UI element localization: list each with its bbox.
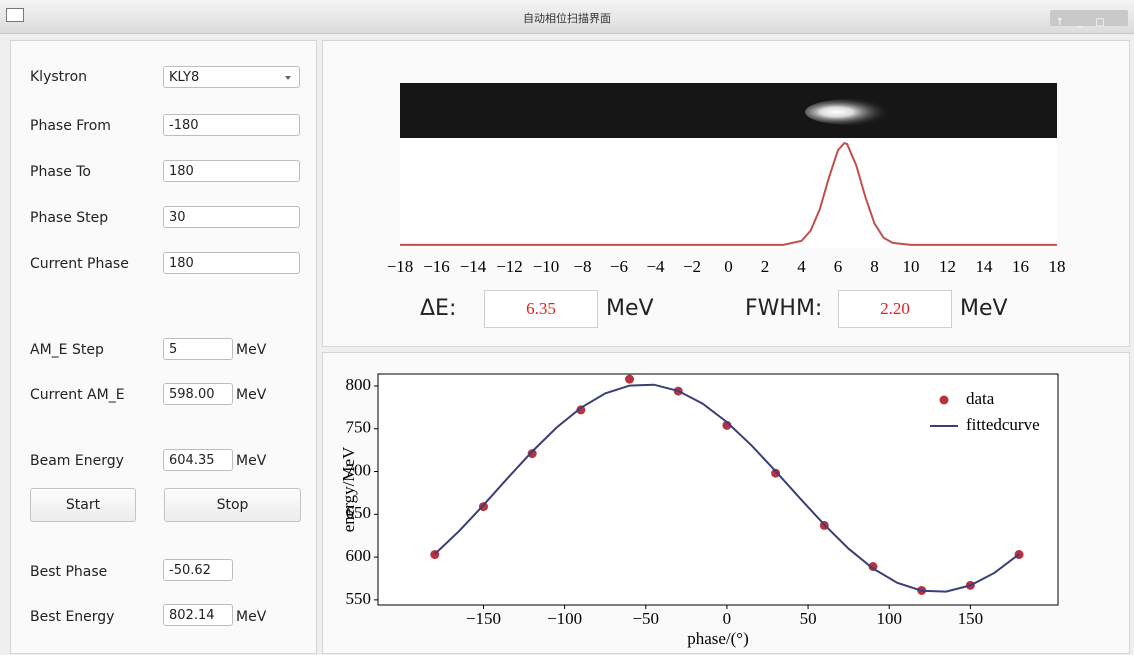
x-tick-label: −4 (646, 257, 665, 276)
x-tick-label: 50 (800, 609, 817, 628)
x-tick-label: 0 (723, 609, 732, 628)
data-point (625, 375, 634, 384)
x-tick-label: −50 (632, 609, 659, 628)
y-axis-label: energy/MeV (339, 446, 358, 532)
x-tick-label: 18 (1049, 257, 1066, 276)
x-tick-label: −100 (547, 609, 582, 628)
beam-spot (805, 99, 895, 125)
x-tick-label: 150 (958, 609, 984, 628)
x-tick-label: 100 (876, 609, 902, 628)
scan-plot-frame (378, 374, 1058, 605)
x-tick-label: −8 (573, 257, 591, 276)
x-tick-label: 14 (976, 257, 994, 276)
x-tick-label: 6 (834, 257, 843, 276)
x-tick-label: 0 (724, 257, 733, 276)
x-tick-label: −16 (423, 257, 450, 276)
legend-marker (940, 396, 949, 405)
x-tick-label: −12 (496, 257, 523, 276)
x-tick-label: 2 (761, 257, 770, 276)
x-tick-label: −2 (683, 257, 701, 276)
app-window: 自动相位扫描界面 ↑_□× Klystron KLY8 Phase From -… (0, 0, 1134, 655)
y-tick-label: 550 (346, 589, 372, 608)
x-tick-label: 12 (939, 257, 956, 276)
legend-label: fittedcurve (966, 415, 1040, 434)
x-tick-label: −14 (460, 257, 487, 276)
y-tick-label: 800 (346, 375, 372, 394)
x-tick-label: −150 (466, 609, 501, 628)
x-tick-label: 10 (903, 257, 920, 276)
x-tick-label: −6 (610, 257, 628, 276)
x-tick-label: −10 (533, 257, 560, 276)
beam-image (400, 83, 1057, 138)
x-tick-label: 4 (797, 257, 806, 276)
profile-plot-area (400, 138, 1057, 248)
legend-label: data (966, 389, 995, 408)
y-tick-label: 750 (346, 418, 372, 437)
charts: −18 −16 −14 −12 −10 −8 −6 −4 −2 0 2 4 6 8 10 12 14 16 18 −1… (0, 0, 1134, 655)
x-tick-label: −18 (387, 257, 414, 276)
x-tick-label: 16 (1012, 257, 1029, 276)
x-axis-label: phase/(°) (687, 629, 749, 648)
y-tick-label: 600 (346, 546, 372, 565)
x-tick-label: 8 (870, 257, 879, 276)
